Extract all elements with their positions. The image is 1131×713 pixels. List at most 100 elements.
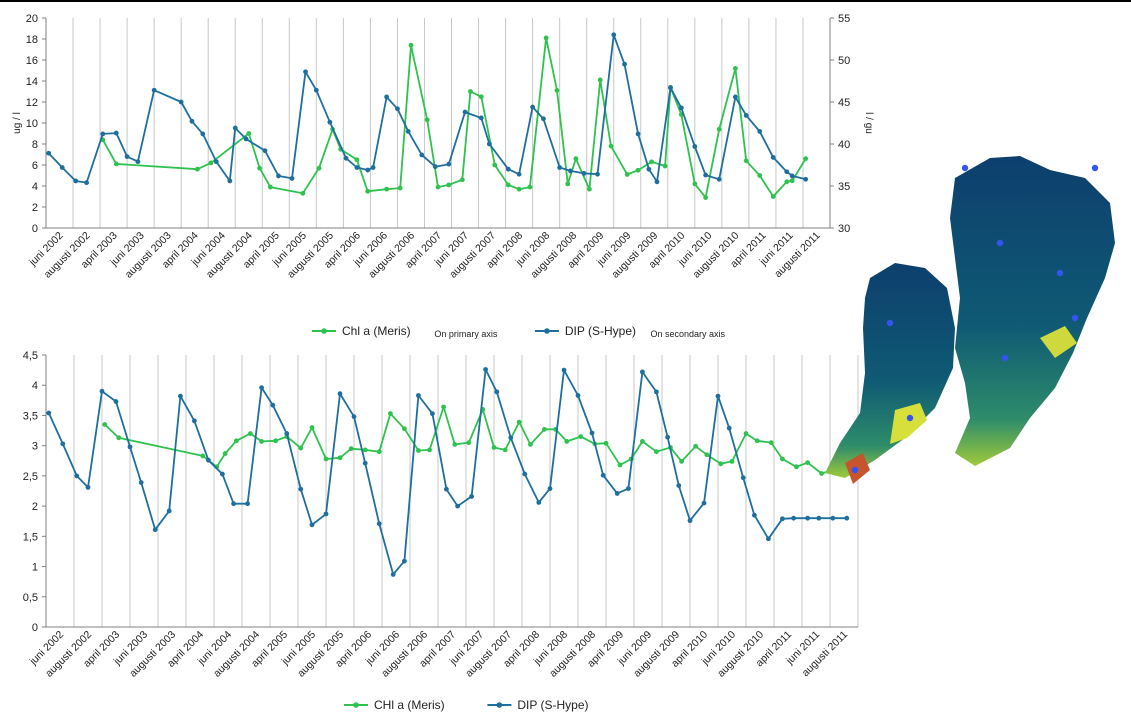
chl-point [608,143,614,149]
chl-point [703,195,709,200]
chl-point [527,184,533,190]
chl-point [586,186,592,192]
dip-point [494,389,500,395]
chl-point [491,445,497,450]
y-tick-label: 16 [26,55,38,67]
chl-point [446,182,452,188]
dip-point [231,501,237,507]
dip-point [337,391,343,397]
dip-point [206,457,211,463]
chl-point [298,445,304,451]
y2-tick-label: 40 [838,139,850,151]
chl-point [729,458,735,464]
dip-point [444,486,449,492]
dip-point [85,484,91,490]
legend-label: DIP (S-Hype) [565,324,636,338]
dip-point [830,515,836,521]
y-tick-label: 4 [32,181,38,193]
map-place-marker [886,319,894,327]
dip-point [614,491,620,496]
dip-point [376,521,382,527]
chl-point [424,117,430,123]
chl-point [704,452,710,458]
dip-point [536,500,542,505]
dip-point [446,161,452,167]
dip-point [547,486,553,491]
map-place-marker [1071,314,1079,322]
dip-point [770,155,776,160]
y-tick-label: 0 [32,622,38,634]
legend-swatch-marker [353,702,359,708]
y-tick-label: 3 [32,441,38,453]
chl-point [528,442,533,447]
chl-point [113,161,119,167]
dip-point [259,385,264,391]
dip-point [370,165,376,170]
dip-point [803,176,809,182]
chl-point [267,184,273,190]
dip-point [303,69,308,75]
chl-point [222,451,228,456]
chl-point [246,131,252,136]
chl-point [516,186,522,192]
chl-point [603,440,609,446]
dip-point [189,118,195,124]
chl-point [300,190,306,196]
dip-point [557,165,563,170]
chl-point [466,440,472,446]
chl-point [248,431,253,436]
chl-point [402,426,407,432]
dip-point [405,129,411,134]
y-tick-label: 4 [32,380,38,392]
dip-point [455,503,460,509]
y-tick-label: 12 [26,97,38,109]
gulf-left-basin [825,263,955,478]
dip-point [703,172,709,178]
dip-point [589,430,595,436]
dip-point [343,155,349,161]
dip-point [676,483,682,488]
dip-point [99,388,105,394]
dip-point [716,176,722,182]
chl-point [200,453,206,459]
dip-point [262,148,268,154]
dip-point [138,480,144,485]
dip-point [323,511,329,517]
chl-point [427,447,432,453]
dip-point [124,154,130,160]
dip-point [541,116,546,122]
dip-point [284,431,290,436]
dip-point [692,144,698,149]
dip-point [844,515,850,521]
dip-point [113,130,119,136]
dip-point [100,131,106,137]
chl-point [805,460,810,465]
dip-point [419,152,425,158]
chl-point [543,35,549,41]
dip-point [395,106,400,112]
y2-tick-label: 45 [838,97,850,109]
chl-point [492,162,498,168]
dip-point [654,389,659,395]
dip-point [46,150,52,156]
chl-point [116,435,122,441]
chl-point [770,194,776,199]
y2-tick-label: 30 [838,223,850,235]
dip-point [611,32,617,38]
sea-map-image [825,156,1115,484]
dip-point [127,444,133,450]
chl-point [337,455,343,461]
dip-point [74,473,80,479]
dip-point [780,516,785,522]
y-tick-label: 2 [32,501,38,513]
dip-point [687,518,693,524]
chl-point [441,404,446,410]
chl-point [624,172,630,177]
dip-point [152,527,158,533]
chl-point [640,439,645,444]
dip-point [113,399,119,404]
chl-point [273,438,278,444]
chl-point [365,188,371,194]
dip-point [462,109,468,115]
legend-note: On primary axis [434,329,498,339]
